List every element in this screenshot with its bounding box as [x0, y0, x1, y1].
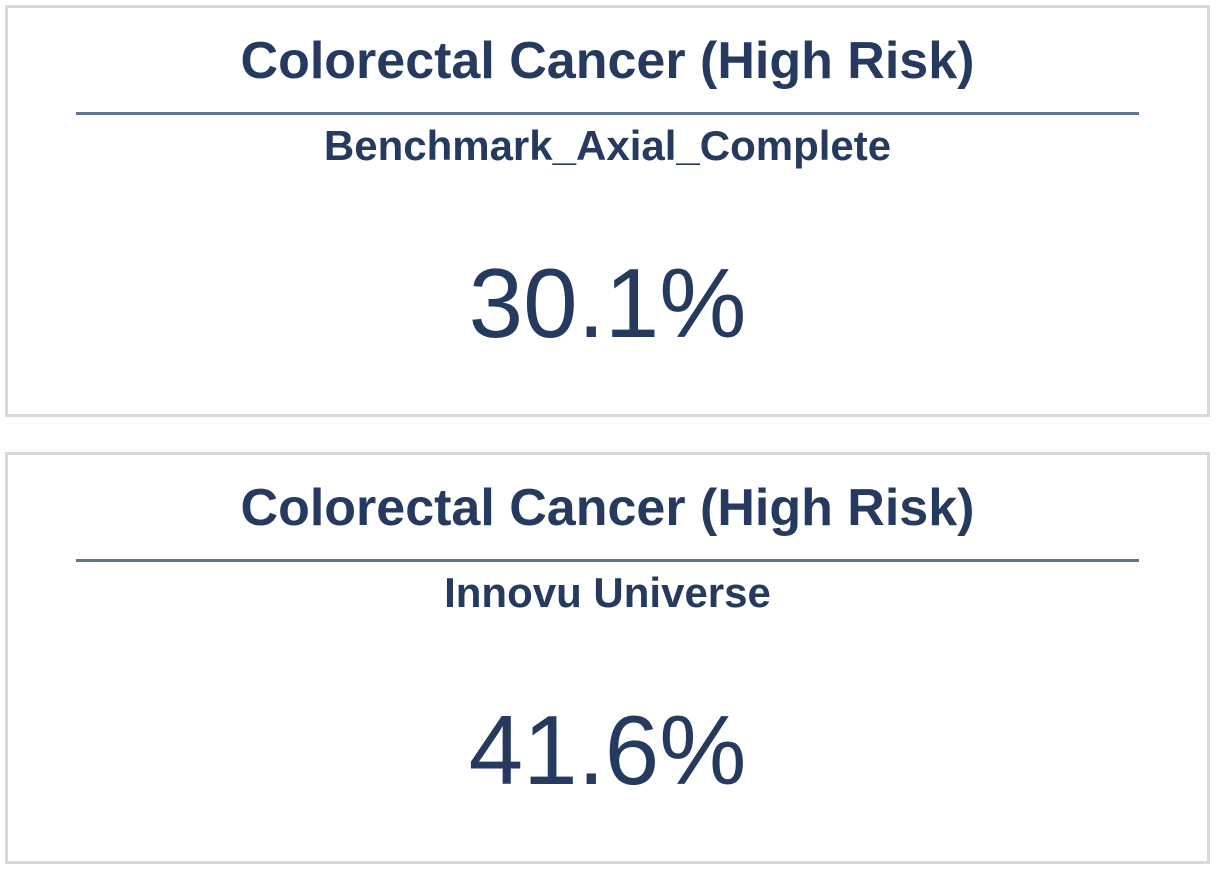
card-title: Colorectal Cancer (High Risk) [240, 32, 975, 90]
card-title: Colorectal Cancer (High Risk) [240, 479, 975, 537]
metric-card-benchmark: Colorectal Cancer (High Risk) Benchmark_… [5, 5, 1210, 417]
card-subtitle: Benchmark_Axial_Complete [323, 122, 892, 169]
title-divider [76, 112, 1139, 115]
metric-card-universe: Colorectal Cancer (High Risk) Innovu Uni… [5, 452, 1210, 864]
title-divider [76, 559, 1139, 562]
card-subtitle: Innovu Universe [444, 569, 771, 616]
metric-value: 30.1% [468, 248, 747, 358]
metric-value: 41.6% [468, 695, 747, 805]
